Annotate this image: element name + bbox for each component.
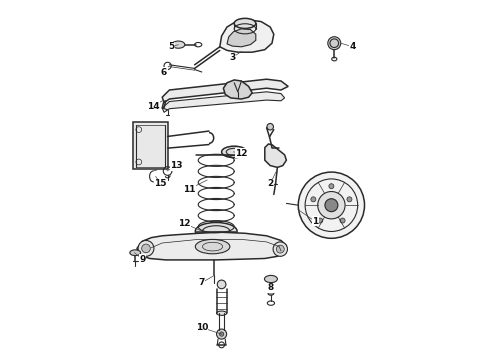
Polygon shape bbox=[137, 232, 286, 260]
Circle shape bbox=[142, 244, 150, 253]
Circle shape bbox=[347, 197, 352, 202]
Text: 12: 12 bbox=[235, 149, 247, 158]
Text: 6: 6 bbox=[161, 68, 167, 77]
Ellipse shape bbox=[172, 41, 185, 48]
Circle shape bbox=[318, 192, 345, 219]
Text: 12: 12 bbox=[177, 219, 190, 228]
Circle shape bbox=[328, 37, 341, 50]
Circle shape bbox=[340, 218, 345, 223]
Circle shape bbox=[318, 218, 323, 223]
Polygon shape bbox=[227, 29, 256, 47]
Ellipse shape bbox=[265, 275, 277, 283]
Ellipse shape bbox=[130, 250, 141, 256]
Text: 8: 8 bbox=[267, 284, 273, 292]
Circle shape bbox=[276, 245, 284, 253]
Text: 4: 4 bbox=[350, 42, 356, 51]
Polygon shape bbox=[265, 144, 286, 167]
Circle shape bbox=[325, 199, 338, 212]
Circle shape bbox=[273, 242, 288, 256]
Ellipse shape bbox=[196, 222, 237, 240]
Text: 10: 10 bbox=[196, 323, 208, 332]
Circle shape bbox=[298, 172, 365, 238]
Text: 14: 14 bbox=[147, 102, 160, 111]
Ellipse shape bbox=[217, 311, 227, 315]
Circle shape bbox=[138, 240, 154, 256]
Circle shape bbox=[217, 329, 227, 339]
Text: 15: 15 bbox=[154, 179, 167, 188]
Text: 5: 5 bbox=[168, 42, 174, 51]
Polygon shape bbox=[162, 79, 288, 103]
Polygon shape bbox=[133, 122, 168, 169]
Polygon shape bbox=[223, 80, 252, 99]
Polygon shape bbox=[162, 92, 285, 112]
Text: 2: 2 bbox=[267, 179, 273, 188]
Circle shape bbox=[329, 184, 334, 189]
Circle shape bbox=[267, 123, 273, 130]
Ellipse shape bbox=[268, 292, 274, 295]
Circle shape bbox=[311, 197, 316, 202]
Ellipse shape bbox=[234, 18, 256, 28]
Text: 1: 1 bbox=[312, 217, 318, 226]
Text: 11: 11 bbox=[183, 185, 196, 194]
Circle shape bbox=[220, 332, 224, 336]
Text: 7: 7 bbox=[198, 278, 205, 287]
Polygon shape bbox=[220, 20, 274, 52]
Circle shape bbox=[217, 280, 226, 289]
Text: 9: 9 bbox=[139, 255, 146, 264]
Ellipse shape bbox=[196, 239, 230, 254]
Text: 13: 13 bbox=[171, 161, 183, 170]
Text: 3: 3 bbox=[229, 53, 236, 62]
Ellipse shape bbox=[221, 146, 247, 158]
